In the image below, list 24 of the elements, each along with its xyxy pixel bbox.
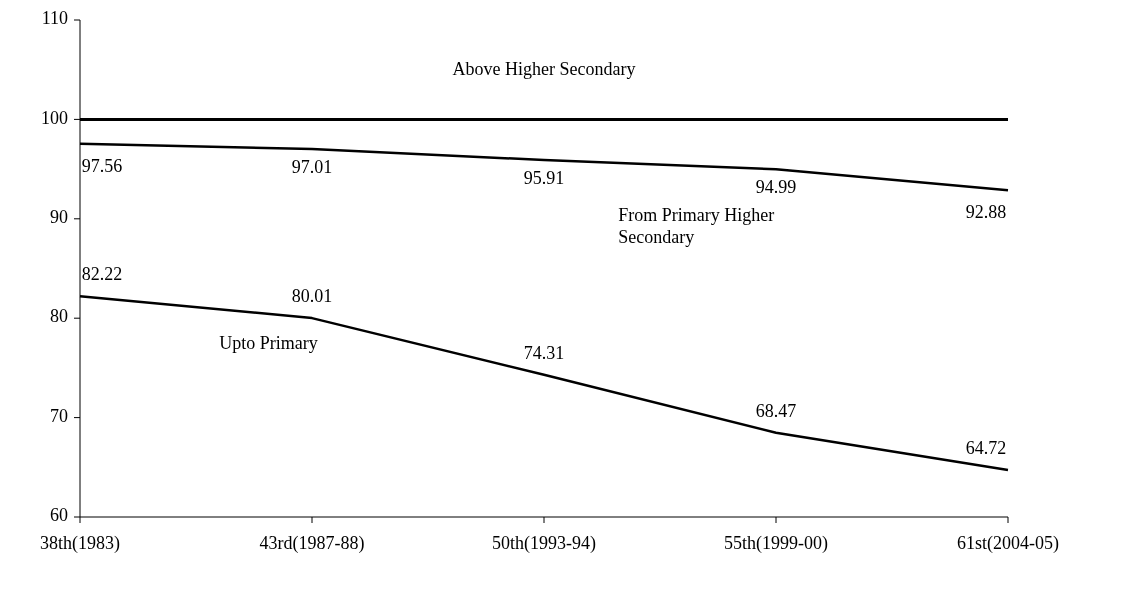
text: Above Higher Secondary [452, 59, 636, 80]
series-label: From Primary Higher Secondary [618, 204, 775, 247]
x-tick-label: 61st(2004-05) [957, 533, 1059, 555]
data-label: 92.88 [965, 202, 1007, 223]
y-tick-label: 60 [50, 505, 68, 526]
y-tick-label: 110 [41, 8, 68, 29]
y-tick-label: 90 [50, 206, 68, 227]
series-label: Upto Primary [219, 333, 318, 354]
x-tick-label: 38th(1983) [40, 533, 120, 555]
y-tick-label: 80 [50, 306, 68, 327]
y-tick-label: 100 [41, 107, 68, 128]
data-label: 80.01 [291, 286, 333, 307]
data-label: 94.99 [755, 177, 797, 198]
y-tick-label: 70 [50, 405, 68, 426]
data-label: 82.22 [81, 264, 123, 285]
x-tick-label: 43rd(1987-88) [259, 533, 365, 555]
data-label: 97.56 [81, 155, 123, 176]
data-label: 74.31 [523, 342, 565, 363]
data-label: 95.91 [523, 168, 565, 189]
data-label: 97.01 [291, 157, 333, 178]
data-label: 68.47 [755, 400, 797, 421]
x-tick-label: 55th(1999-00) [724, 533, 828, 555]
x-tick-label: 50th(1993-94) [492, 533, 596, 555]
data-label: 64.72 [965, 438, 1007, 459]
